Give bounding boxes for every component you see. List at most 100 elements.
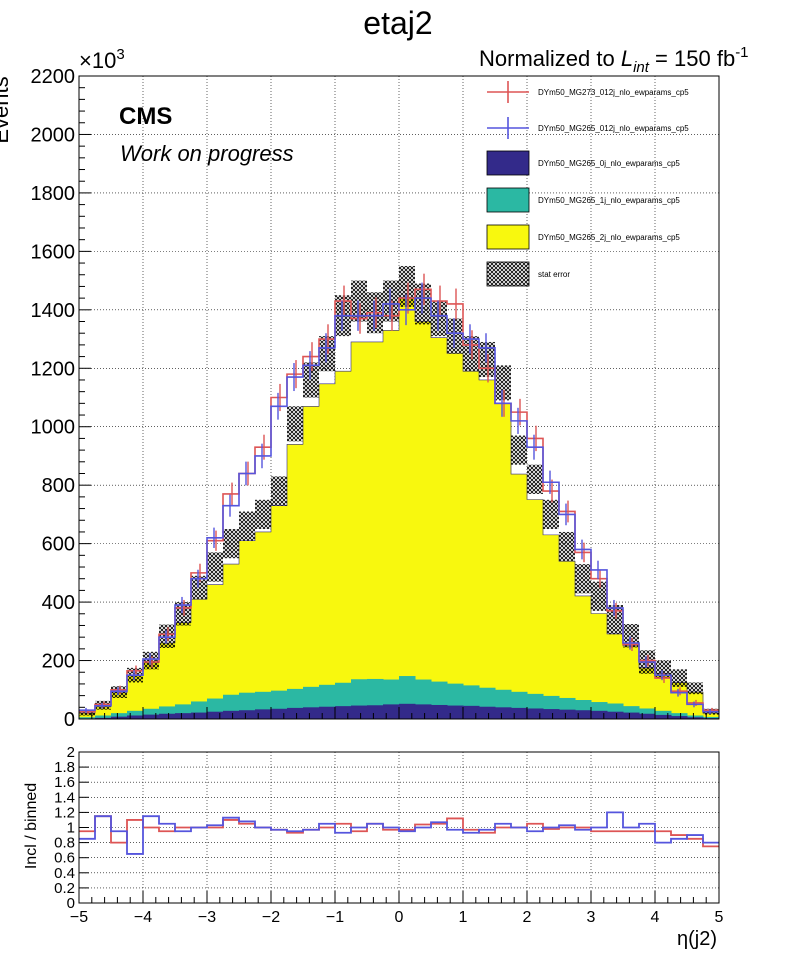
- stack-bar: [639, 667, 656, 719]
- stack-bar: [223, 710, 240, 719]
- stack-bar: [559, 561, 576, 719]
- stack-bar: [271, 708, 288, 719]
- legend-entry: stat error: [486, 261, 570, 287]
- stack-bar: [543, 709, 560, 719]
- stack-bar: [79, 717, 96, 719]
- legend-hatch: [486, 261, 530, 287]
- stack-bar: [175, 622, 192, 719]
- legend-entry: DYm50_MG265_012j_nlo_ewparams_cp5: [487, 117, 689, 139]
- stack-bar: [255, 709, 272, 719]
- ratio-y-tick-label: 1: [67, 820, 75, 837]
- stack-bar: [239, 710, 256, 719]
- stat-error-box: [591, 581, 607, 611]
- ratio-line-1: [79, 811, 719, 855]
- ratio-axes: 00.20.40.60.811.21.41.61.82−5 −4 −3 −2 −1 0 1 2…: [54, 744, 723, 926]
- ratio-series: [79, 811, 719, 855]
- y-tick-label: 0: [64, 709, 75, 731]
- stack-bar: [287, 444, 304, 719]
- stack-bar: [127, 715, 144, 719]
- top-y-axis: 0 200 400 600 800 1000 1200 1400 1600 1800 2000 220…: [31, 66, 720, 731]
- stat-error-box: [223, 529, 239, 559]
- stat-error-box: [319, 336, 335, 372]
- ratio-y-tick-label: 1.2: [54, 804, 75, 821]
- stat-error-box: [303, 362, 319, 398]
- overlay-step: [79, 297, 719, 713]
- stack-bar: [143, 708, 160, 719]
- stat-error-box: [655, 660, 671, 679]
- stack-bar: [207, 711, 224, 719]
- legend-entry: DYm50_MG265_0j_nlo_ewparams_cp5: [486, 150, 680, 176]
- stack-2: [79, 298, 719, 719]
- stat-error-box: [111, 686, 127, 698]
- stat-error-box: [559, 531, 575, 562]
- stat-error-box: [671, 669, 687, 687]
- stat-error-box: [239, 511, 255, 541]
- ratio-y-tick-label: 0.4: [54, 865, 75, 882]
- ratio-y-tick-label: 1.4: [54, 789, 75, 806]
- stack-0: [79, 703, 719, 719]
- stack-bar: [687, 692, 704, 719]
- stat-error-band: [79, 265, 719, 716]
- wip-label: Work on progress: [120, 141, 294, 166]
- legend-swatch: [486, 224, 530, 250]
- stack-bar: [399, 298, 416, 719]
- plot-title: etaj2: [363, 5, 432, 41]
- x-tick-label: 2: [523, 909, 532, 926]
- stack-bar: [191, 599, 208, 719]
- stat-error-box: [415, 283, 431, 325]
- stack-bar: [127, 675, 144, 719]
- stack-bar: [431, 704, 448, 719]
- stack-bar: [287, 707, 304, 719]
- exponent-power: 3: [116, 46, 124, 63]
- stack-bar: [511, 707, 528, 719]
- stack-bar: [79, 713, 96, 719]
- ratio-pad: 00.20.40.60.811.21.41.61.82−5 −4 −3 −2 −1 0 1 2…: [23, 744, 724, 950]
- stack-bar: [399, 703, 416, 719]
- stack-bar: [655, 714, 672, 719]
- legend-entry: DYm50_MG265_1j_nlo_ewparams_cp5: [486, 187, 680, 213]
- stack-bar: [95, 715, 112, 719]
- stack-bar: [607, 633, 624, 719]
- stack-bar: [191, 712, 208, 719]
- y-tick-label: 200: [42, 651, 75, 673]
- legend-swatch: [486, 150, 530, 176]
- stat-error-box: [687, 682, 703, 695]
- y-tick-label: 400: [42, 592, 75, 614]
- y-tick-label: 1800: [31, 183, 76, 205]
- stack-bar: [431, 337, 448, 719]
- stat-error-box: [431, 301, 447, 337]
- stack-bar: [607, 711, 624, 719]
- stack-bar: [639, 713, 656, 719]
- stack-bar: [463, 705, 480, 719]
- stat-error-box: [287, 406, 303, 442]
- legend-entry: DYm50_MG265_2j_nlo_ewparams_cp5: [486, 224, 680, 250]
- norm-lumi-symbol: L: [621, 46, 633, 71]
- y-tick-label: 1000: [31, 417, 76, 439]
- stat-error-box: [255, 499, 271, 530]
- stack-bar: [447, 353, 464, 719]
- x-tick-label: −3: [198, 909, 216, 926]
- normalization-label: Normalized to Lint = 150 fb-1: [479, 44, 749, 76]
- stack-bar: [239, 540, 256, 719]
- overlay-histograms: [79, 273, 719, 715]
- stack-bar: [591, 710, 608, 719]
- stack-bar: [511, 474, 528, 719]
- stat-error-box: [351, 280, 367, 322]
- stack-bar: [447, 705, 464, 719]
- x-tick-label: −4: [134, 909, 152, 926]
- stack-bar: [271, 505, 288, 719]
- top-pad: 0 200 400 600 800 1000 1200 1400 1600 1800 2000 220…: [0, 66, 720, 731]
- y-tick-label: 2000: [31, 124, 76, 146]
- x-tick-label: 3: [587, 909, 596, 926]
- stacked-histograms: [79, 297, 719, 719]
- stat-error-box: [511, 435, 527, 465]
- cms-label: CMS: [119, 103, 172, 130]
- stack-bar: [575, 710, 592, 719]
- x-tick-label: 5: [715, 909, 724, 926]
- stack-bar: [335, 371, 352, 719]
- stack-bar: [383, 704, 400, 719]
- stack-bar: [623, 712, 640, 719]
- stack-bar: [303, 406, 320, 719]
- stack-bar: [463, 371, 480, 719]
- stack-bar: [111, 716, 128, 719]
